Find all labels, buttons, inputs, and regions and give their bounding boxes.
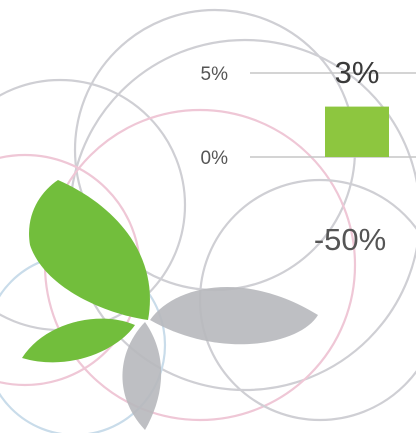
- bar: [325, 106, 389, 157]
- leaf-artwork: [0, 8, 416, 437]
- green-leaf-large: [29, 180, 150, 320]
- plot-area: 5% 0% 3% -50%: [201, 55, 416, 257]
- green-leaf-small: [22, 318, 135, 363]
- change-annotation: -50%: [314, 222, 386, 257]
- gray-leaf-right: [150, 287, 318, 345]
- bar-value-label: 3%: [335, 55, 380, 90]
- y-tick-label: 5%: [201, 64, 229, 85]
- gray-leaf-bottom: [122, 322, 162, 430]
- y-tick-label: 0%: [201, 148, 229, 169]
